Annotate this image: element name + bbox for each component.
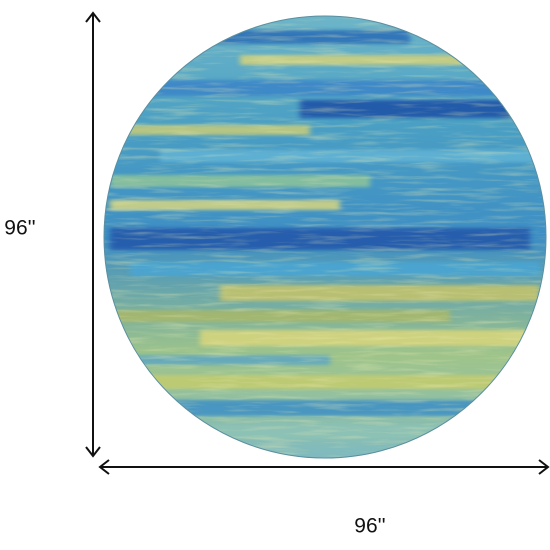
height-label: 96'' [4,217,35,240]
rug-edge [103,15,547,459]
rug [104,16,546,458]
width-label: 96'' [354,515,385,538]
width-arrow [98,459,550,475]
height-arrow [85,11,101,458]
